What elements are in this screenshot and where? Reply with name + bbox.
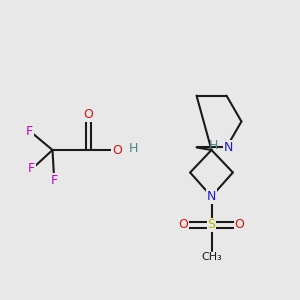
Text: N: N (207, 190, 216, 203)
Text: O: O (84, 108, 93, 122)
Text: O: O (179, 218, 188, 232)
Text: S: S (208, 218, 215, 232)
Text: O: O (235, 218, 244, 232)
Text: CH₃: CH₃ (201, 252, 222, 262)
Text: F: F (50, 173, 58, 187)
Text: F: F (28, 161, 35, 175)
Text: F: F (26, 125, 33, 139)
Text: H: H (208, 140, 218, 152)
Text: O: O (112, 143, 122, 157)
Text: N: N (223, 141, 233, 154)
Text: H: H (129, 142, 138, 155)
